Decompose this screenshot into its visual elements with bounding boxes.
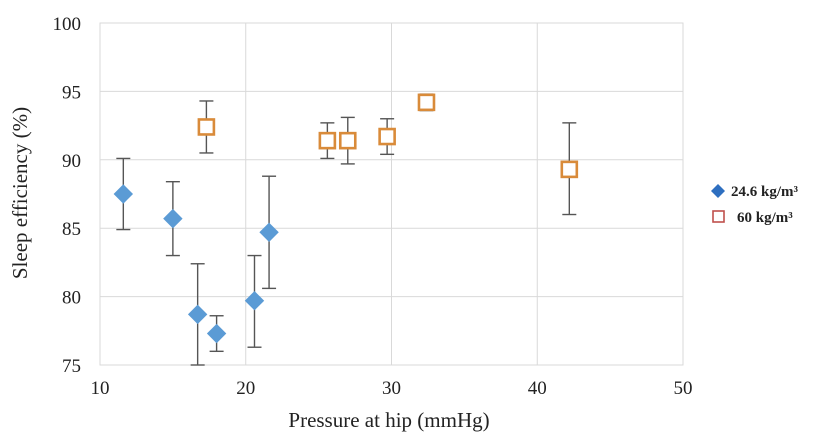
data-point-diamond xyxy=(163,208,183,229)
grid-lines xyxy=(99,22,684,366)
data-point-square xyxy=(560,160,579,179)
y-tick-label: 85 xyxy=(62,219,81,240)
y-tick-label: 75 xyxy=(62,356,81,377)
data-point-square xyxy=(417,93,436,112)
x-axis-ticks: 10 20 30 40 50 xyxy=(91,378,693,399)
data-point-square xyxy=(318,131,337,150)
data-markers xyxy=(113,93,579,344)
data-point-diamond xyxy=(113,184,134,204)
data-point-diamond xyxy=(206,323,227,344)
data-point-square xyxy=(378,127,396,146)
legend: 24.6 kg/m³ 60 kg/m³ xyxy=(711,184,799,226)
y-tick-label: 100 xyxy=(53,14,82,35)
y-tick-label: 90 xyxy=(62,151,81,172)
data-point-square xyxy=(197,118,216,136)
y-axis-label: Sleep efficiency (%) xyxy=(8,107,32,279)
legend-item-series-2: 60 kg/m³ xyxy=(712,210,793,226)
data-point-diamond xyxy=(244,290,265,311)
y-axis-ticks: 75 80 85 90 95 100 xyxy=(53,14,82,377)
x-tick-label: 10 xyxy=(91,378,110,399)
y-tick-label: 80 xyxy=(62,288,81,309)
y-tick-label: 95 xyxy=(62,82,81,103)
legend-label-series-2: 60 kg/m³ xyxy=(737,210,793,226)
data-point-diamond xyxy=(259,222,279,243)
legend-label-series-1: 24.6 kg/m³ xyxy=(731,184,799,200)
data-point-square xyxy=(338,131,357,150)
legend-square-marker xyxy=(712,210,725,223)
x-tick-label: 30 xyxy=(382,378,401,399)
x-tick-label: 20 xyxy=(236,378,255,399)
legend-diamond-marker xyxy=(711,184,725,198)
x-tick-label: 50 xyxy=(674,378,693,399)
data-point-diamond xyxy=(187,304,208,325)
x-axis-label: Pressure at hip (mmHg) xyxy=(288,408,489,432)
plot-area-frame xyxy=(99,22,684,366)
legend-item-series-1: 24.6 kg/m³ xyxy=(711,184,799,200)
x-tick-label: 40 xyxy=(528,378,547,399)
